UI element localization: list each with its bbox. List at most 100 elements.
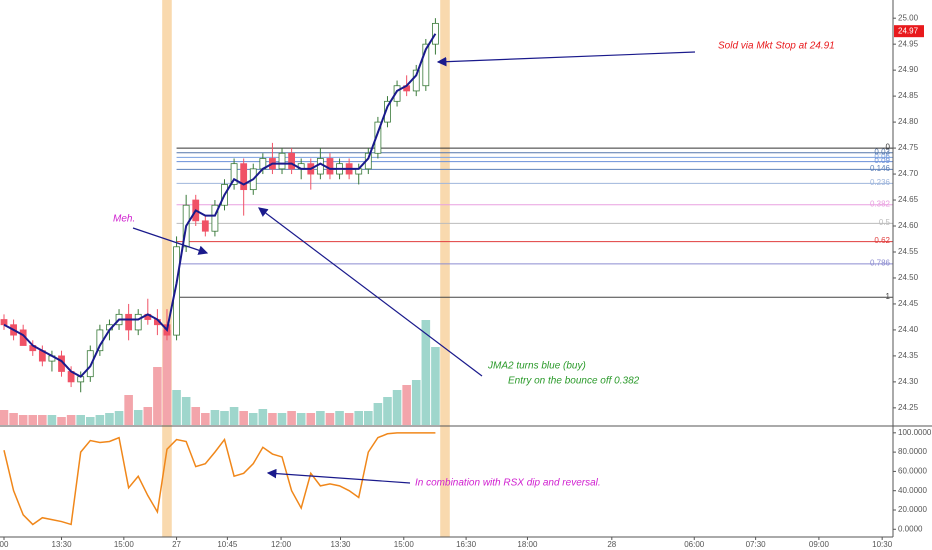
x-tick-label: 15:00 (114, 540, 135, 549)
volume-bar (277, 413, 287, 425)
volume-bar (411, 380, 421, 425)
candle-body (374, 121, 382, 154)
fib-label: 0.62 (874, 236, 890, 245)
annotation: In combination with RSX dip and reversal… (415, 478, 601, 489)
volume-bar (316, 411, 325, 425)
rsx-line (3, 432, 436, 526)
volume-bar (335, 411, 344, 425)
candle-body (173, 246, 180, 336)
x-tick-label: 16:30 (456, 540, 477, 549)
x-tick-label: 13:30 (330, 540, 351, 549)
candle-body (211, 204, 219, 232)
volume-bar (392, 390, 402, 425)
arrow (266, 468, 411, 484)
volume-bar (296, 413, 306, 425)
volume-bar (421, 320, 431, 425)
x-tick-label: 06:00 (684, 540, 705, 549)
volume-bar (306, 413, 316, 425)
y-tick-label: 24.90 (898, 65, 919, 74)
y-tick-label: 24.95 (898, 39, 919, 48)
y-tick-label: 20.0000 (898, 505, 927, 514)
volume-bar (373, 403, 383, 425)
x-tick-label: 28 (607, 540, 616, 549)
x-tick-label: 10:30 (872, 540, 893, 549)
jma-line (3, 33, 437, 378)
volume-bar (95, 415, 105, 425)
volume-bar (85, 417, 95, 425)
candle-body (288, 152, 296, 170)
volume-bar (210, 410, 220, 425)
candle-body (240, 163, 248, 191)
volume-bar (143, 407, 153, 425)
y-tick-label: 24.55 (898, 247, 919, 256)
y-tick-label: 60.0000 (898, 467, 927, 476)
volume-bar (181, 397, 191, 425)
y-tick-label: 24.35 (898, 351, 919, 360)
y-tick-label: 24.70 (898, 169, 919, 178)
y-tick-label: 24.50 (898, 273, 919, 282)
volume-bar (344, 413, 354, 425)
volume-bar (191, 407, 201, 425)
volume-bar (105, 413, 114, 425)
volume-bar (47, 415, 57, 425)
x-tick-label: 27 (172, 540, 181, 549)
y-tick-label: 24.60 (898, 221, 919, 230)
candle-body (278, 152, 286, 170)
fib-label: 0.5 (879, 218, 891, 227)
volume-bar (325, 413, 335, 425)
volume-bar (133, 410, 143, 425)
y-tick-label: 24.45 (898, 299, 919, 308)
volume-bar (201, 413, 210, 425)
volume-bar (18, 415, 28, 425)
volume-bar (364, 411, 373, 425)
y-tick-label: 24.65 (898, 195, 919, 204)
volume-bar (383, 397, 392, 425)
volume-bar (38, 415, 47, 425)
y-tick-label: 100.0000 (898, 428, 932, 437)
x-tick-label: 07:30 (746, 540, 767, 549)
candle-body (422, 43, 430, 87)
x-tick-label: 13:30 (52, 540, 73, 549)
y-tick-label: 25.00 (898, 13, 919, 22)
y-tick-label: 24.25 (898, 403, 919, 412)
y-tick-label: 0.0000 (898, 524, 923, 533)
highlight-band (162, 0, 172, 537)
candle-body (384, 100, 391, 123)
candle-body (412, 69, 420, 92)
fib-label: 0.146 (870, 164, 891, 173)
candle-body (326, 158, 334, 175)
fib-label: 0 (886, 143, 891, 152)
volume-bar (76, 415, 85, 425)
candle-body (201, 220, 209, 232)
volume-bar (354, 411, 364, 425)
last-price-label: 24.97 (898, 26, 919, 35)
x-tick-label: 12:00 (271, 540, 292, 549)
candle-body (86, 350, 94, 378)
volume-bar (162, 330, 172, 425)
y-tick-label: 24.30 (898, 377, 919, 386)
volume-bar (258, 409, 268, 425)
volume-bar (248, 413, 258, 425)
volume-bar (220, 411, 229, 425)
candle-body (0, 319, 8, 326)
fib-label: 0.09 (874, 156, 890, 165)
volume-bar (28, 415, 38, 425)
fib-label: 0.382 (870, 199, 891, 208)
fib-label: 0.786 (870, 259, 891, 268)
candle-body (393, 85, 401, 102)
candle-body (125, 313, 133, 331)
volume-bar (431, 347, 440, 425)
annotation: Meh. (113, 214, 135, 225)
volume-bar (229, 407, 239, 425)
volume-bar (124, 395, 133, 425)
y-tick-label: 24.80 (898, 117, 919, 126)
annotation: Sold via Mkt Stop at 24.91 (718, 41, 835, 52)
volume-bar (114, 411, 124, 425)
volume-bar (287, 411, 296, 425)
candle-body (316, 158, 324, 175)
volume-bar (172, 390, 181, 425)
volume-bar (402, 385, 411, 425)
candle-body (230, 163, 238, 185)
volume-bar (66, 415, 76, 425)
